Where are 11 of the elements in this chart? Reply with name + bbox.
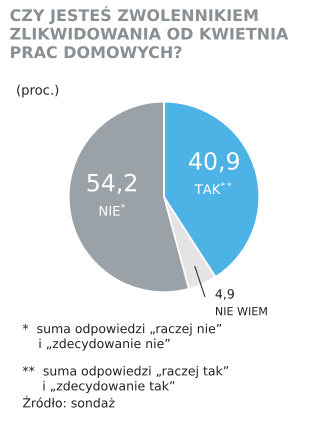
chart-subtitle: (proc.) <box>17 84 58 98</box>
data-label: 4,9 <box>216 289 234 300</box>
text: Źródło: sondaż <box>22 396 114 408</box>
slice-label: NIE WIEM <box>216 307 267 316</box>
chart-title: CZY JESTEŚ ZWOLENNIKIEM ZLIKWIDOWANIA OD KWIETNIA PRAC DOMOWYCH? <box>10 6 288 58</box>
data-label: 54,2 <box>88 174 136 194</box>
slice-label: TAK$^{**}$ <box>194 182 232 194</box>
data-label: 40,9 <box>189 152 239 172</box>
text: ** suma odpowiedzi „raczej tak” i „zdecydowanie tak” <box>22 366 228 393</box>
text: * suma odpowiedzi „raczej nie” i „zdecydowanie nie” <box>22 324 222 351</box>
slice-label: NIE$^{*}$ <box>100 204 125 216</box>
